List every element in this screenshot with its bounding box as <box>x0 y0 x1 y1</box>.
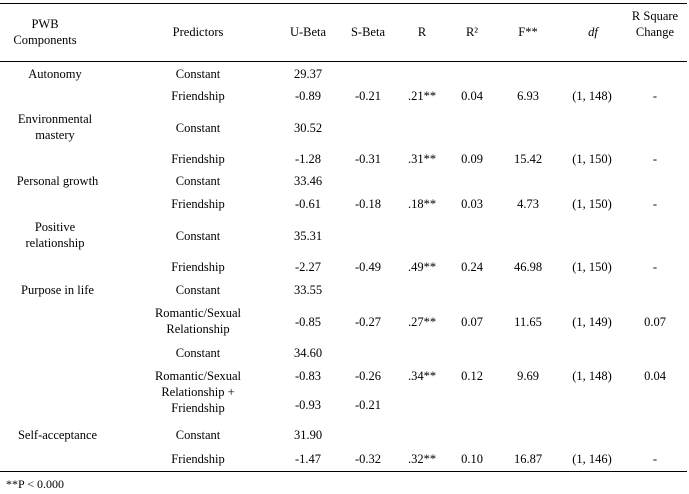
r-cell: .27** <box>407 315 437 329</box>
predictor-cell: Constant <box>175 428 221 442</box>
r-cell: .31** <box>407 152 437 166</box>
df-cell: (1, 150) <box>572 152 612 166</box>
bottom-rule <box>0 471 687 472</box>
ubeta-cell: -2.27 <box>294 260 322 274</box>
header-r-square-change: R Square Change <box>631 9 679 39</box>
df-cell: (1, 148) <box>572 89 612 103</box>
component-cell: Purpose in life <box>21 283 94 297</box>
predictor-cell: Constant <box>175 283 221 297</box>
component-cell: Personal growth <box>16 174 99 188</box>
ubeta-cell: 31.90 <box>293 428 323 442</box>
component-cell: Self-acceptance <box>17 428 98 442</box>
ubeta-cell: -0.83 <box>294 369 322 383</box>
df-cell: (1, 150) <box>572 260 612 274</box>
footnote: **P < 0.000 <box>6 477 64 491</box>
rsc-cell: - <box>652 197 658 211</box>
predictor-cell: Friendship <box>171 89 225 103</box>
header-r: R <box>417 25 427 39</box>
ubeta-cell: 34.60 <box>293 346 323 360</box>
ubeta-cell-second: -0.93 <box>294 398 322 412</box>
predictor-cell: Friendship <box>171 152 225 166</box>
sbeta-cell: -0.31 <box>354 152 382 166</box>
predictor-cell: Friendship <box>171 197 225 211</box>
predictor-cell: Constant <box>175 67 221 81</box>
header-sbeta: S-Beta <box>350 25 386 39</box>
f-cell: 16.87 <box>513 452 543 466</box>
header-predictors: Predictors <box>172 25 224 39</box>
rsc-cell: - <box>652 260 658 274</box>
r-cell: .34** <box>407 369 437 383</box>
df-cell: (1, 146) <box>572 452 612 466</box>
ubeta-cell: -1.28 <box>294 152 322 166</box>
ubeta-cell: 33.46 <box>293 174 323 188</box>
rsc-cell: 0.04 <box>644 369 666 383</box>
rsc-cell: 0.07 <box>644 315 666 329</box>
header-f: F** <box>518 25 538 39</box>
r2-cell: 0.04 <box>461 89 483 103</box>
ubeta-cell: 35.31 <box>293 229 323 243</box>
header-pwb: PWB Components <box>13 17 77 47</box>
sbeta-cell: -0.18 <box>354 197 382 211</box>
predictor-cell: Constant <box>175 229 221 243</box>
sbeta-cell: -0.27 <box>354 315 382 329</box>
f-cell: 15.42 <box>513 152 543 166</box>
ubeta-cell: 33.55 <box>293 283 323 297</box>
sbeta-cell: -0.21 <box>354 89 382 103</box>
df-cell: (1, 150) <box>572 197 612 211</box>
ubeta-cell: -0.61 <box>294 197 322 211</box>
r-cell: .49** <box>407 260 437 274</box>
ubeta-cell: -1.47 <box>294 452 322 466</box>
df-cell: (1, 148) <box>572 369 612 383</box>
header-rule <box>0 61 687 62</box>
predictor-cell: Romantic/Sexual Relationship + Friendshi… <box>154 369 242 415</box>
r2-cell: 0.03 <box>461 197 483 211</box>
predictor-cell: Constant <box>175 346 221 360</box>
ubeta-cell: 29.37 <box>293 67 323 81</box>
predictor-cell: Friendship <box>171 452 225 466</box>
r-cell: .21** <box>407 89 437 103</box>
sbeta-cell-second: -0.21 <box>354 398 382 412</box>
r2-cell: 0.24 <box>461 260 483 274</box>
f-cell: 4.73 <box>517 197 539 211</box>
top-rule <box>0 3 687 4</box>
f-cell: 46.98 <box>513 260 543 274</box>
r2-cell: 0.07 <box>461 315 483 329</box>
predictor-cell: Constant <box>175 121 221 135</box>
r2-cell: 0.10 <box>461 452 483 466</box>
ubeta-cell: 30.52 <box>293 121 323 135</box>
r-cell: .18** <box>407 197 437 211</box>
df-cell: (1, 149) <box>572 315 612 329</box>
predictor-cell: Friendship <box>171 260 225 274</box>
sbeta-cell: -0.26 <box>354 369 382 383</box>
header-ubeta: U-Beta <box>289 25 327 39</box>
f-cell: 9.69 <box>517 369 539 383</box>
component-cell: Autonomy <box>28 67 82 81</box>
r-cell: .32** <box>407 452 437 466</box>
sbeta-cell: -0.32 <box>354 452 382 466</box>
component-cell: Positive relationship <box>25 220 85 250</box>
sbeta-cell: -0.49 <box>354 260 382 274</box>
ubeta-cell: -0.85 <box>294 315 322 329</box>
predictor-cell: Romantic/Sexual Relationship <box>154 306 242 336</box>
rsc-cell: - <box>652 89 658 103</box>
header-df: df <box>588 25 598 39</box>
ubeta-cell: -0.89 <box>294 89 322 103</box>
f-cell: 6.93 <box>517 89 539 103</box>
header-r2: R² <box>465 25 479 39</box>
predictor-cell: Constant <box>175 174 221 188</box>
r2-cell: 0.09 <box>461 152 483 166</box>
rsc-cell: - <box>652 452 658 466</box>
component-cell: Environmental mastery <box>17 112 93 142</box>
r2-cell: 0.12 <box>461 369 483 383</box>
rsc-cell: - <box>652 152 658 166</box>
f-cell: 11.65 <box>514 315 542 329</box>
